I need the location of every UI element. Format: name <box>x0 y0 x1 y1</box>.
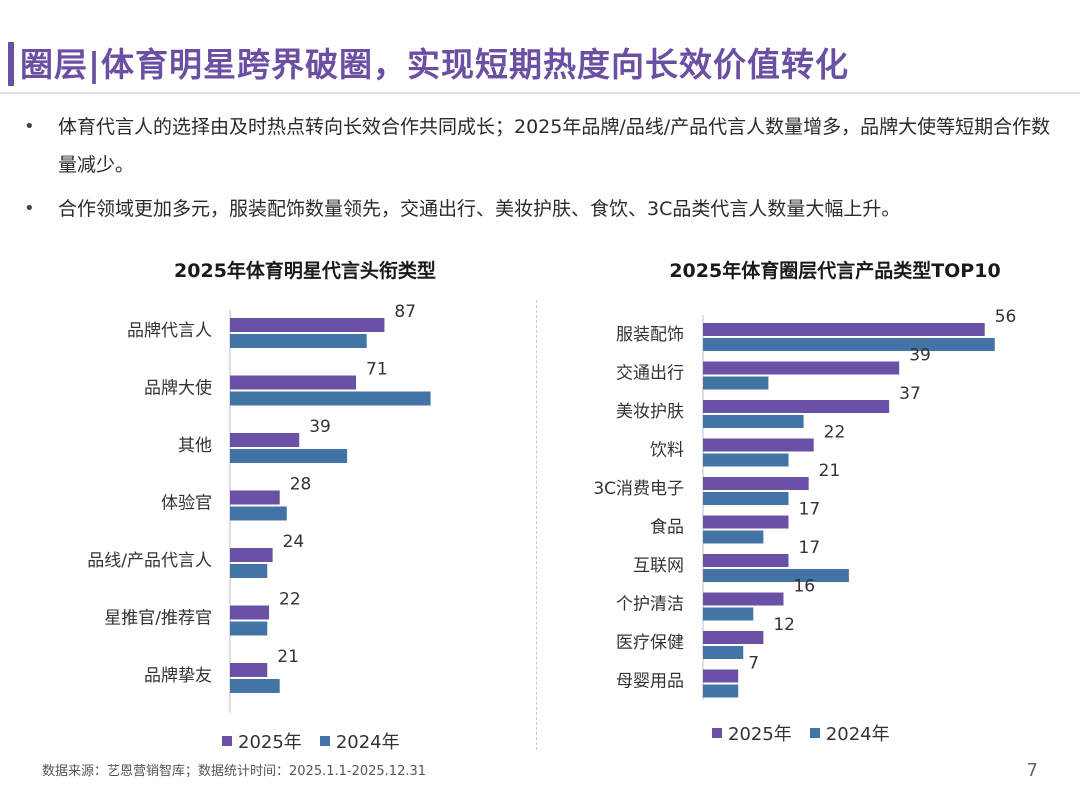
chart-separator <box>536 300 537 750</box>
bar-2025 <box>230 375 357 390</box>
data-label: 24 <box>283 532 305 552</box>
title-divider <box>0 92 1080 94</box>
data-label: 56 <box>995 307 1017 327</box>
category-label: 品牌代言人 <box>127 321 212 341</box>
bar-2025 <box>703 323 985 336</box>
bar-2025 <box>703 477 809 490</box>
legend-label-2025: 2025年 <box>238 732 302 753</box>
bullet-symbol: • <box>24 116 35 137</box>
bullet-symbol: • <box>24 198 35 219</box>
legend-item-2024: 2024年 <box>809 720 890 746</box>
bar-2024 <box>230 449 348 463</box>
bar-2025 <box>703 515 789 529</box>
category-label: 饮料 <box>650 441 684 461</box>
category-label: 3C消费电子 <box>593 479 684 499</box>
bullet-text: 体育代言人的选择由及时热点转向长效合作共同成长；2025年品牌/品线/产品代言人… <box>58 116 1051 176</box>
chart-title-right: 2025年体育圈层代言产品类型TOP10 <box>669 260 1001 282</box>
bullet-item: • 合作领域更加多元，服装配饰数量领先，交通出行、美妆护肤、食饮、3C品类代言人… <box>22 190 1062 228</box>
bar-2024 <box>703 453 789 467</box>
legend-label-2024: 2024年 <box>335 732 400 753</box>
page-title: 圈层|体育明星跨界破圈，实现短期热度向长效价值转化 <box>20 45 850 84</box>
bar-2024 <box>230 621 268 636</box>
legend-label-2025: 2025年 <box>728 724 792 745</box>
bar-2024 <box>230 679 280 693</box>
category-label: 服装配饰 <box>616 325 684 345</box>
bar-2025 <box>703 631 764 644</box>
data-label: 17 <box>799 500 821 520</box>
bar-2024 <box>703 415 804 428</box>
category-label: 互联网 <box>633 556 684 576</box>
category-label: 品牌大使 <box>144 378 212 399</box>
legend-swatch-2024 <box>319 736 330 746</box>
bar-2025 <box>703 438 814 452</box>
data-label: 21 <box>277 647 299 667</box>
bar-2024 <box>230 334 367 348</box>
category-label: 个护清洁 <box>616 595 684 615</box>
data-label: 17 <box>799 538 821 558</box>
data-label: 7 <box>748 654 759 674</box>
legend-right: 2025年 2024年 <box>712 720 890 746</box>
category-label: 母婴用品 <box>616 672 684 692</box>
category-label: 美妆护肤 <box>616 402 684 422</box>
category-label: 品线/产品代言人 <box>87 551 212 571</box>
legend-swatch-2024 <box>809 728 820 738</box>
bar-2024 <box>703 569 849 582</box>
data-label: 37 <box>899 384 921 404</box>
data-label: 87 <box>394 302 416 322</box>
data-label: 39 <box>309 417 331 437</box>
category-label: 星推官/推荐官 <box>104 609 212 629</box>
bar-2024 <box>230 391 431 406</box>
category-label: 医疗保健 <box>616 633 684 653</box>
category-label: 交通出行 <box>616 364 684 384</box>
bar-2025 <box>703 361 900 375</box>
bar-2025 <box>703 592 784 606</box>
legend-left: 2025年 2024年 <box>222 728 400 754</box>
bar-2024 <box>703 492 789 505</box>
data-label: 16 <box>793 577 815 597</box>
data-label: 39 <box>909 346 931 366</box>
title-accent-bar <box>8 42 14 86</box>
bar-2024 <box>703 607 754 621</box>
bullet-item: • 体育代言人的选择由及时热点转向长效合作共同成长；2025年品牌/品线/产品代… <box>22 108 1062 184</box>
bar-2025 <box>703 400 890 413</box>
bar-2025 <box>230 605 270 620</box>
bar-2024 <box>703 684 739 698</box>
legend-swatch-2025 <box>712 728 722 738</box>
chart-title-left: 2025年体育明星代言头衔类型 <box>174 260 436 282</box>
data-label: 12 <box>773 615 795 635</box>
data-label: 71 <box>366 360 388 380</box>
category-label: 其他 <box>178 436 212 456</box>
data-label: 28 <box>290 475 312 495</box>
bar-2024 <box>230 564 268 578</box>
data-label: 21 <box>819 461 841 481</box>
bar-2024 <box>703 646 744 659</box>
legend-label-2024: 2024年 <box>825 724 890 745</box>
bar-2025 <box>703 669 739 683</box>
bullet-list: • 体育代言人的选择由及时热点转向长效合作共同成长；2025年品牌/品线/产品代… <box>22 108 1062 234</box>
bar-2025 <box>230 663 268 677</box>
bullet-text: 合作领域更加多元，服装配饰数量领先，交通出行、美妆护肤、食饮、3C品类代言人数量… <box>58 198 901 220</box>
data-source-note: 数据来源：艺恩营销智库；数据统计时间：2025.1.1-2025.12.31 <box>42 764 427 779</box>
bar-2024 <box>703 338 995 351</box>
category-label: 体验官 <box>161 494 212 514</box>
data-label: 22 <box>824 423 846 443</box>
legend-item-2025: 2025年 <box>222 728 302 754</box>
bar-2024 <box>230 506 287 521</box>
legend-swatch-2025 <box>222 736 232 746</box>
bar-2024 <box>703 530 764 544</box>
bar-2025 <box>230 490 280 505</box>
bar-2025 <box>230 318 385 332</box>
legend-item-2024: 2024年 <box>319 728 400 754</box>
bar-2025 <box>703 554 789 567</box>
bar-2025 <box>230 433 300 447</box>
legend-item-2025: 2025年 <box>712 720 792 746</box>
bar-2024 <box>703 376 769 390</box>
data-label: 22 <box>279 590 301 610</box>
page-number: 7 <box>1026 760 1038 781</box>
category-label: 品牌挚友 <box>144 666 212 686</box>
bar-2025 <box>230 548 273 562</box>
category-label: 食品 <box>650 518 684 538</box>
